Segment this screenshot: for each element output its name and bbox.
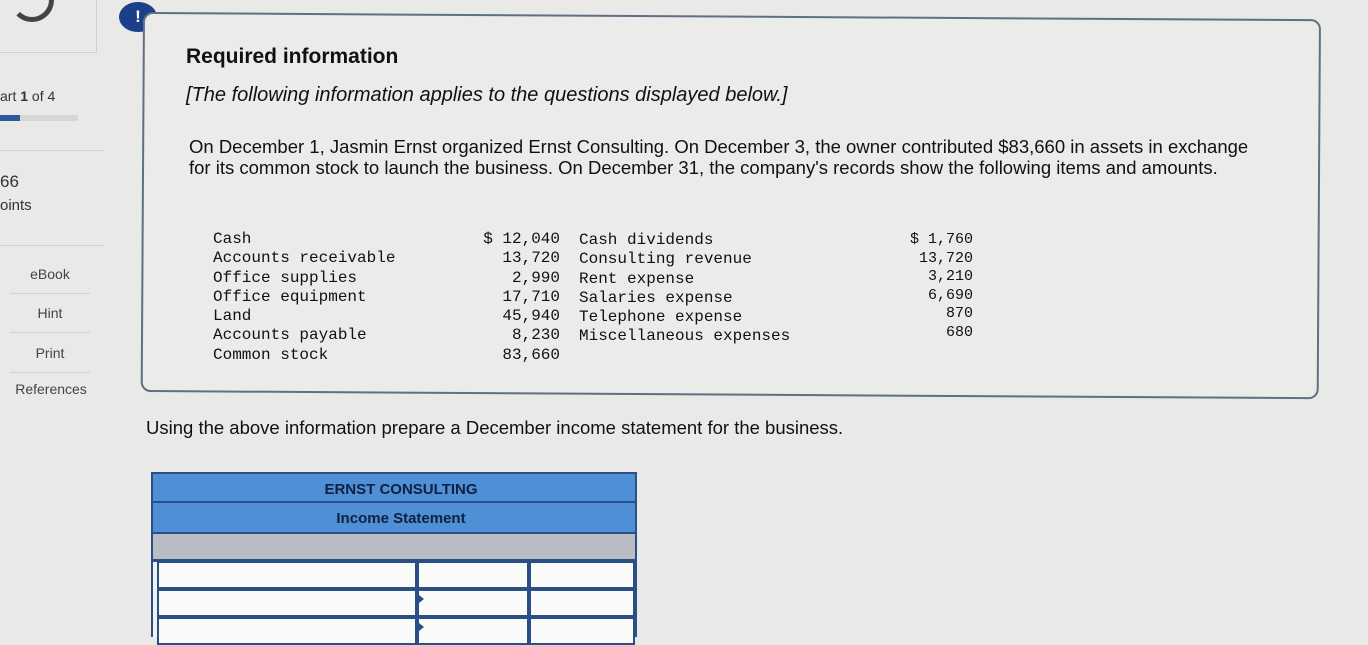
divider (0, 245, 104, 246)
account-name-input[interactable] (157, 617, 417, 645)
divider (153, 501, 635, 503)
item-name: Telephone expense (579, 308, 743, 327)
income-statement-table: ERNST CONSULTING Income Statement (151, 472, 637, 645)
total-field[interactable] (531, 563, 633, 587)
amount-field[interactable] (419, 563, 527, 587)
item-name: Miscellaneous expenses (579, 327, 791, 346)
references-button[interactable]: References (15, 381, 87, 397)
item-amount: 8,230 (511, 326, 560, 345)
item-name: Land (213, 307, 252, 326)
sidebar: art 1 of 4 66 oints eBook Hint Print Ref… (0, 0, 104, 637)
amount-input[interactable] (417, 561, 529, 589)
dropdown-caret-icon (419, 595, 424, 603)
item-name: Accounts payable (213, 326, 367, 345)
item-name: Rent expense (579, 269, 695, 288)
required-info-title: Required information (186, 45, 399, 68)
progress-ring-icon (10, 0, 54, 22)
item-amount: 13,720 (502, 249, 560, 268)
item-name: Cash dividends (579, 231, 714, 249)
score-gauge (0, 0, 97, 53)
amount-input[interactable] (417, 617, 529, 645)
item-amount: 680 (945, 323, 973, 341)
dropdown-caret-icon (419, 623, 424, 631)
points-label: oints (0, 197, 32, 214)
statement-date-field[interactable] (153, 532, 635, 562)
account-name-input[interactable] (157, 561, 417, 589)
part-suffix: of 4 (31, 88, 56, 104)
item-amount: $ 12,040 (483, 230, 560, 248)
item-amount: 2,990 (511, 268, 560, 287)
part-prefix: art (0, 88, 17, 104)
item-name: Accounts receivable (213, 249, 396, 268)
part-current: 1 (20, 88, 29, 104)
item-name: Common stock (213, 345, 329, 364)
amount-input[interactable] (417, 589, 529, 617)
item-amount: 13,720 (918, 249, 973, 267)
account-name-input[interactable] (157, 589, 424, 617)
item-name: Office equipment (213, 287, 367, 306)
company-name: ERNST CONSULTING (324, 481, 478, 498)
item-amount: $ 1,760 (909, 231, 973, 248)
problem-intro: On December 1, Jasmin Ernst organized Er… (189, 136, 1249, 178)
part-progress-bar (0, 115, 78, 121)
item-amount: 83,660 (502, 345, 560, 364)
account-input[interactable] (159, 619, 415, 643)
items-right-names: Cash dividends Consulting revenue Rent e… (579, 231, 809, 347)
account-input[interactable] (159, 563, 415, 587)
amount-field[interactable] (419, 591, 527, 615)
total-input[interactable] (529, 561, 635, 589)
item-amount: 6,690 (927, 286, 973, 304)
account-input[interactable] (159, 591, 415, 615)
item-amount: 17,710 (502, 287, 560, 306)
part-indicator: art 1 of 4 (0, 88, 55, 104)
total-input[interactable] (529, 589, 635, 617)
items-left-names: Cash Accounts receivable Office supplies… (213, 230, 423, 365)
statement-header: ERNST CONSULTING Income Statement (153, 474, 635, 532)
divider (0, 150, 104, 151)
print-button[interactable]: Print (10, 334, 90, 373)
required-info-subtitle: [The following information applies to th… (186, 84, 788, 106)
total-field[interactable] (531, 591, 633, 615)
ebook-button[interactable]: eBook (10, 255, 90, 294)
instruction-text: Using the above information prepare a De… (146, 417, 844, 438)
items-right-amounts: $ 1,760 13,720 3,210 6,690 870 680 (880, 231, 973, 342)
item-name: Office supplies (213, 268, 358, 287)
item-name: Consulting revenue (579, 250, 752, 269)
amount-field[interactable] (419, 619, 527, 643)
item-amount: 870 (945, 305, 973, 322)
item-amount: 3,210 (927, 268, 973, 285)
statement-title: Income Statement (336, 510, 466, 527)
total-input[interactable] (529, 617, 635, 645)
part-progress-fill (0, 115, 20, 121)
items-left-amounts: $ 12,040 13,720 2,990 17,710 45,940 8,23… (460, 230, 560, 365)
item-amount: 45,940 (502, 307, 560, 326)
hint-button[interactable]: Hint (10, 294, 90, 333)
item-name: Salaries expense (579, 288, 733, 307)
total-field[interactable] (531, 619, 633, 643)
item-name: Cash (213, 230, 252, 248)
points-value: 66 (0, 172, 19, 191)
